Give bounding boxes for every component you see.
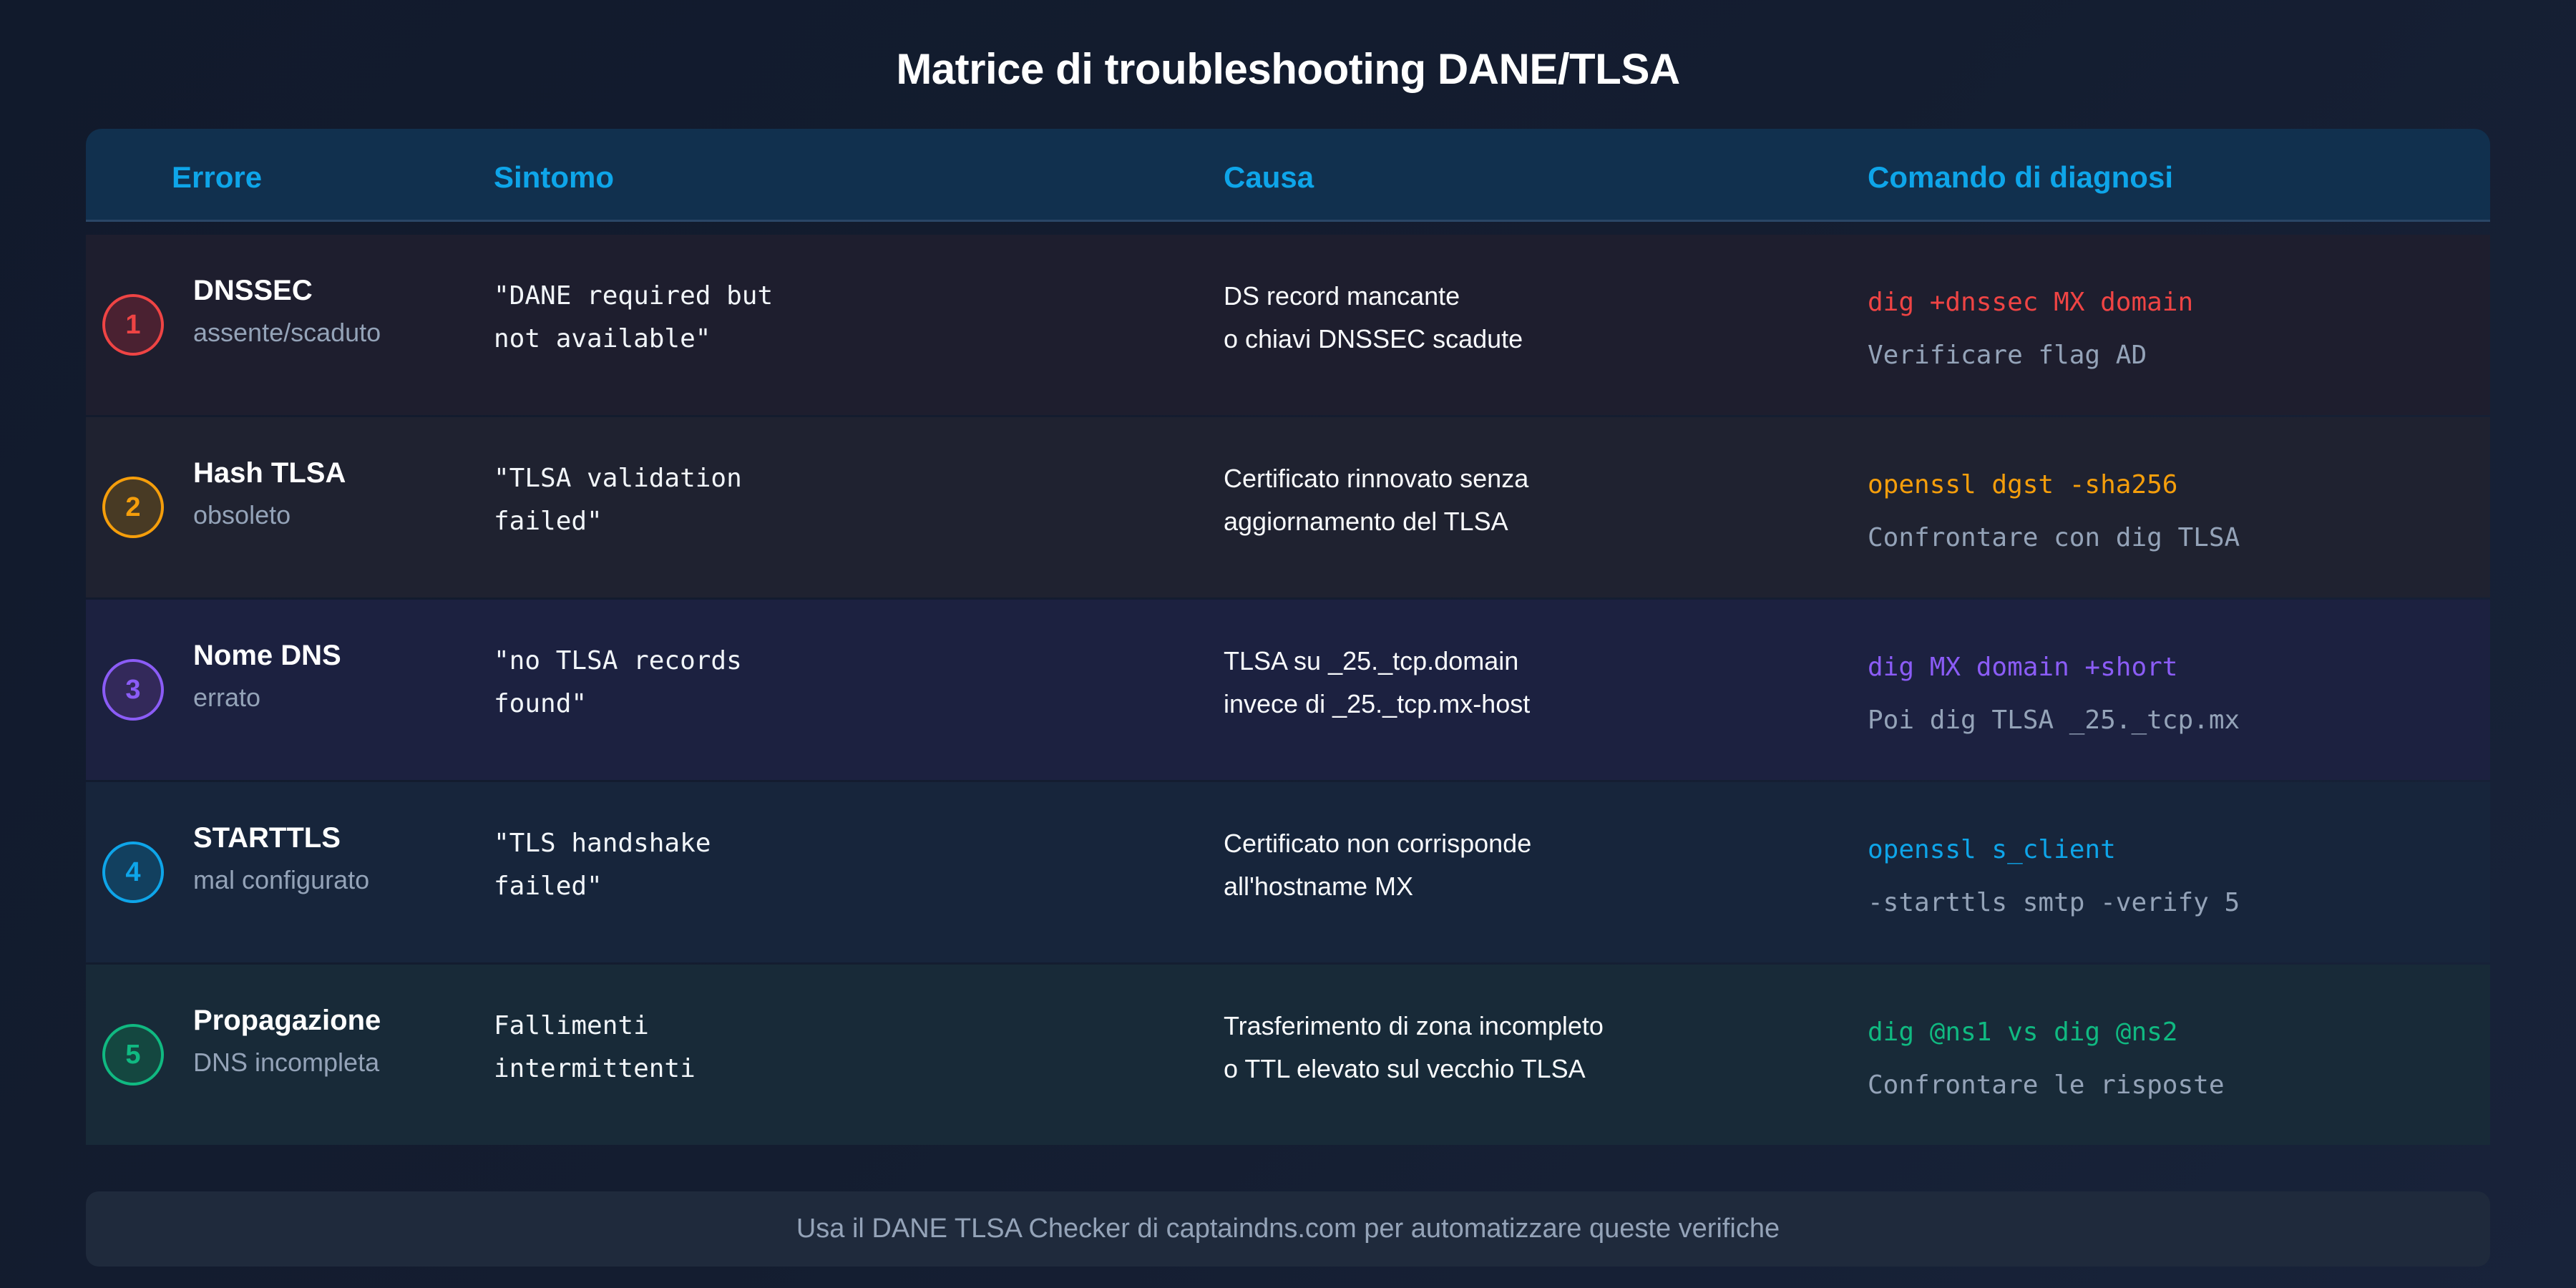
cause-cell: TLSA su _25._tcp.domain invece di _25._t…	[1224, 640, 1530, 726]
diagnostic-note: Poi dig TLSA _25._tcp.mx	[1868, 706, 2240, 735]
symptom-cell: "TLSA validation failed"	[494, 457, 742, 543]
diagnostic-command: openssl s_client	[1868, 835, 2116, 864]
diagnostic-note: -starttls smtp -verify 5	[1868, 888, 2240, 917]
error-title: STARTTLS	[193, 822, 341, 854]
symptom-line: Fallimenti	[494, 1011, 649, 1040]
symptom-line: failed"	[494, 507, 602, 536]
cause-cell: DS record mancante o chiavi DNSSEC scadu…	[1224, 275, 1523, 361]
header-causa: Causa	[1224, 160, 1314, 194]
cause-cell: Trasferimento di zona incompleto o TTL e…	[1224, 1005, 1604, 1091]
cause-line: TLSA su _25._tcp.domain	[1224, 646, 1519, 675]
table-row: 2 Hash TLSA obsoleto "TLSA validation fa…	[86, 417, 2490, 597]
diagnostic-command: dig MX domain +short	[1868, 653, 2178, 682]
cause-line: Trasferimento di zona incompleto	[1224, 1011, 1604, 1040]
row-number-badge: 5	[102, 1024, 164, 1085]
diagnostic-command: openssl dgst -sha256	[1868, 470, 2178, 499]
symptom-cell: "DANE required but not available"	[494, 275, 773, 361]
row-number-badge: 2	[102, 477, 164, 538]
symptom-line: failed"	[494, 872, 602, 901]
diagnostic-command: dig @ns1 vs dig @ns2	[1868, 1018, 2178, 1047]
error-subtitle: obsoleto	[193, 500, 291, 530]
header-errore: Errore	[172, 160, 263, 194]
symptom-line: "TLS handshake	[494, 829, 711, 858]
cause-cell: Certificato rinnovato senza aggiornament…	[1224, 457, 1528, 543]
symptom-cell: Fallimenti intermittenti	[494, 1005, 696, 1091]
diagnostic-command: dig +dnssec MX domain	[1868, 288, 2194, 317]
cause-line: invece di _25._tcp.mx-host	[1224, 689, 1531, 718]
header-sintomo: Sintomo	[494, 160, 614, 194]
error-title: Propagazione	[193, 1005, 381, 1036]
cause-line: Certificato rinnovato senza	[1224, 464, 1529, 493]
table-row: 4 STARTTLS mal configurato "TLS handshak…	[86, 782, 2490, 962]
cause-line: aggiornamento del TLSA	[1224, 507, 1508, 536]
row-number-badge: 1	[102, 294, 164, 356]
cause-line: Certificato non corrisponde	[1224, 829, 1532, 858]
symptom-cell: "TLS handshake failed"	[494, 822, 711, 908]
symptom-line: "DANE required but	[494, 281, 774, 311]
diagnostic-note: Verificare flag AD	[1868, 341, 2147, 370]
footer-note: Usa il DANE TLSA Checker di captaindns.c…	[86, 1191, 2490, 1267]
error-title: Hash TLSA	[193, 457, 346, 489]
error-subtitle: mal configurato	[193, 865, 370, 894]
error-title: Nome DNS	[193, 640, 341, 671]
symptom-line: not available"	[494, 324, 711, 353]
diagnostic-note: Confrontare le risposte	[1868, 1070, 2225, 1100]
cause-line: o TTL elevato sul vecchio TLSA	[1224, 1054, 1586, 1083]
symptom-line: intermittenti	[494, 1054, 696, 1083]
symptom-line: "TLSA validation	[494, 464, 742, 493]
error-subtitle: errato	[193, 683, 261, 712]
table-row: 5 Propagazione DNS incompleta Fallimenti…	[86, 965, 2490, 1145]
symptom-line: "no TLSA records	[494, 646, 742, 675]
error-title: DNSSEC	[193, 275, 313, 306]
cause-line: DS record mancante	[1224, 281, 1460, 311]
table-row: 1 DNSSEC assente/scaduto "DANE required …	[86, 235, 2490, 415]
row-number-badge: 3	[102, 659, 164, 721]
row-number-badge: 4	[102, 841, 164, 903]
table-header: Errore Sintomo Causa Comando di diagnosi	[86, 129, 2490, 222]
header-comando: Comando di diagnosi	[1868, 160, 2173, 194]
symptom-cell: "no TLSA records found"	[494, 640, 742, 726]
cause-line: all'hostname MX	[1224, 872, 1413, 901]
page-title: Matrice di troubleshooting DANE/TLSA	[896, 45, 1680, 93]
diagnostic-note: Confrontare con dig TLSA	[1868, 523, 2240, 552]
cause-cell: Certificato non corrisponde all'hostname…	[1224, 822, 1531, 908]
cause-line: o chiavi DNSSEC scadute	[1224, 324, 1523, 353]
symptom-line: found"	[494, 689, 587, 718]
error-subtitle: assente/scaduto	[193, 318, 381, 347]
error-subtitle: DNS incompleta	[193, 1048, 380, 1077]
table-row: 3 Nome DNS errato "no TLSA records found…	[86, 600, 2490, 780]
